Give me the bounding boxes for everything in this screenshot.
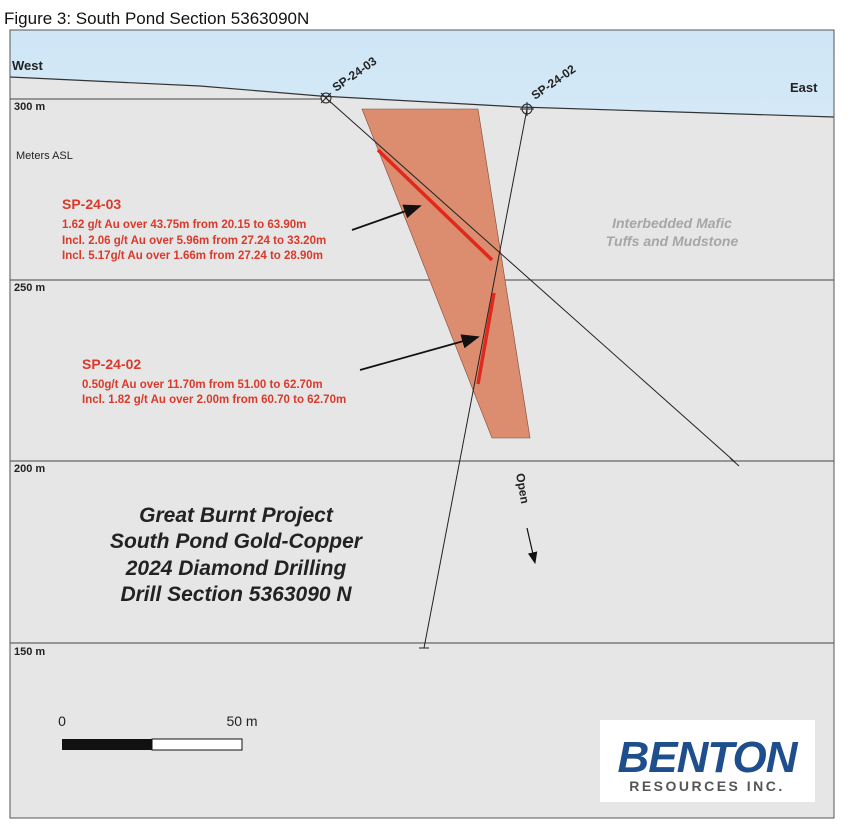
elev-label: 250 m (14, 282, 45, 294)
elev-label: 200 m (14, 463, 45, 475)
elev-label: 150 m (14, 646, 45, 658)
scale-bar (62, 739, 152, 750)
collar-cross (320, 92, 332, 104)
scale-label: 0 (58, 713, 66, 729)
mineralized-zone (361, 108, 531, 439)
drill-trace (423, 108, 528, 649)
open-label: Open (513, 472, 532, 505)
intercept-heading: SP-24-03 (62, 196, 121, 212)
logo-name: BENTON (618, 733, 799, 782)
intercept-text: Incl. 5.17g/t Au over 1.66m from 27.24 t… (62, 250, 323, 262)
callout-arrow (351, 204, 422, 231)
ground (10, 77, 834, 818)
scale-label: 50 m (226, 713, 257, 729)
frame (9, 29, 835, 819)
collars (320, 92, 534, 116)
intercept-heading: SP-24-02 (82, 356, 141, 372)
project-title: 2024 Diamond Drilling (125, 557, 347, 580)
project-title: Drill Section 5363090 N (120, 583, 352, 606)
intercept-text: Incl. 2.06 g/t Au over 5.96m from 27.24 … (62, 235, 326, 247)
intercept (476, 292, 496, 385)
logo-tagline: RESOURCES INC. (629, 778, 785, 794)
elev-label: 300 m (14, 101, 45, 113)
intercept (376, 148, 494, 262)
intercept-text: 0.50g/t Au over 11.70m from 51.00 to 62.… (82, 379, 323, 391)
project-title: Great Burnt Project (139, 504, 334, 527)
intercept-text: 1.62 g/t Au over 43.75m from 20.15 to 63… (62, 219, 306, 231)
scale-bar (151, 738, 243, 751)
topography (9, 76, 835, 118)
figure-title: Figure 3: South Pond Section 5363090N (4, 9, 309, 28)
elevation-lines (10, 98, 834, 644)
open-arrow (526, 527, 538, 565)
project-title: South Pond Gold-Copper (110, 530, 364, 553)
intercept-text: Incl. 1.82 g/t Au over 2.00m from 60.70 … (82, 394, 346, 406)
drill-trace (325, 97, 736, 463)
unit-label: Interbedded Mafic (612, 215, 732, 231)
callout-arrow (359, 334, 480, 371)
logo-box (600, 720, 815, 802)
east-label: East (790, 80, 818, 95)
collar (320, 92, 332, 104)
collar-cross (520, 102, 534, 116)
west-label: West (12, 58, 43, 73)
unit-label: Tuffs and Mudstone (606, 233, 739, 249)
axis-label: Meters ASL (16, 150, 73, 162)
hole-end (729, 457, 740, 467)
